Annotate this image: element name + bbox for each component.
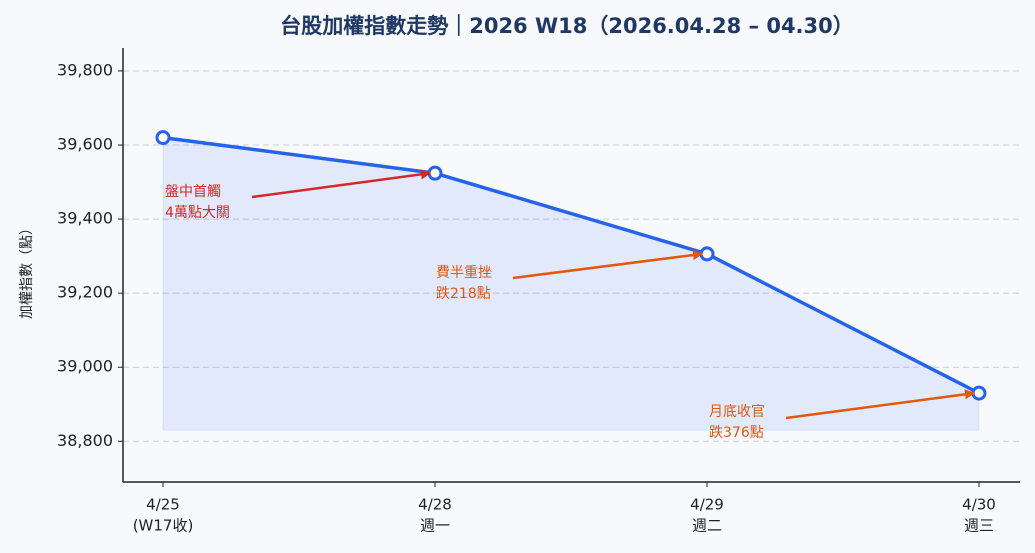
x-tick-sublabel: 週二 [692,517,722,535]
y-tick-label: 39,600 [57,135,113,154]
annotation-arrow [512,250,703,280]
y-tick-label: 39,200 [57,283,113,302]
y-axis-label: 加權指數（點） [19,221,35,319]
y-tick-label: 38,800 [57,431,113,450]
y-tick-label: 39,000 [57,357,113,376]
annotation-arrow [785,389,975,420]
annotation-text: 費半重挫 [436,265,492,281]
x-tick-label: 4/30 [962,496,996,514]
annotation-text: 跌218點 [436,286,491,302]
point [971,385,987,401]
annotation-text: 月底收官 [709,404,765,420]
y-tick-label: 39,800 [57,60,113,79]
point [155,130,171,146]
point [427,165,443,181]
x-tick-label: 4/25 [146,496,180,514]
x-tick-sublabel: 週一 [420,517,450,535]
annotation-arrow [251,169,431,199]
annotation-text: 盤中首觸 [165,184,221,200]
x-tick-sublabel: 週三 [964,517,994,535]
x-tick-label: 4/28 [418,496,452,514]
y-tick-label: 39,400 [57,209,113,228]
annotation-text: 4萬點大關 [165,205,230,221]
line [162,135,980,395]
chart-title: 台股加權指數走勢｜2026 W18（2026.04.28 – 04.30） [280,14,854,38]
x-tick-sublabel: (W17收) [133,517,194,535]
x-tick-label: 4/29 [690,496,724,514]
annotation-text: 跌376點 [709,425,764,441]
point [699,246,715,262]
